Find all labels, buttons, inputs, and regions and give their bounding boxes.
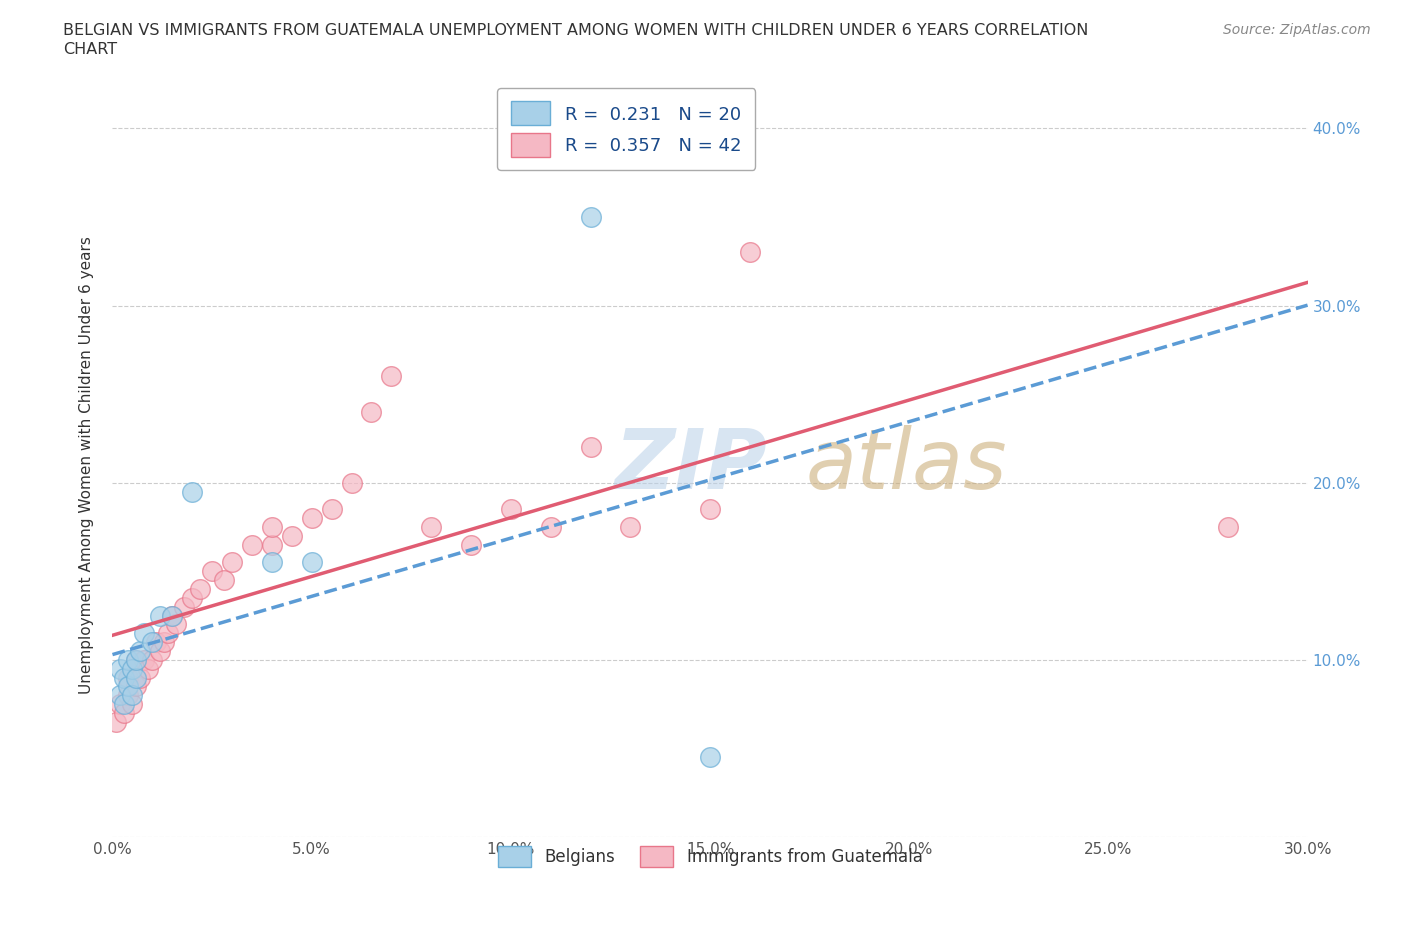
Point <box>141 653 163 668</box>
Point <box>117 688 139 703</box>
Point <box>114 697 135 711</box>
Point <box>499 502 522 517</box>
Point <box>110 697 132 711</box>
Point <box>117 671 139 685</box>
Point <box>134 626 156 641</box>
Point <box>125 671 148 685</box>
Point <box>121 688 143 703</box>
Point <box>110 661 132 676</box>
Point <box>699 502 721 517</box>
Point <box>114 706 135 721</box>
Point <box>260 520 283 535</box>
Point <box>240 538 263 552</box>
Point <box>129 671 152 685</box>
Point <box>579 209 602 224</box>
Point <box>145 634 167 649</box>
Text: atlas: atlas <box>806 424 1007 506</box>
Point <box>138 661 160 676</box>
Point <box>460 538 482 552</box>
Point <box>201 564 224 578</box>
Text: ZIP: ZIP <box>614 424 768 506</box>
Point <box>301 555 323 570</box>
Point <box>340 475 363 490</box>
Point <box>134 653 156 668</box>
Point <box>117 679 139 694</box>
Point <box>212 573 235 588</box>
Text: CHART: CHART <box>63 42 117 57</box>
Point <box>619 520 641 535</box>
Point <box>380 369 402 384</box>
Point <box>110 688 132 703</box>
Point <box>188 581 211 596</box>
Point <box>181 485 204 499</box>
Point <box>321 502 343 517</box>
Point <box>117 653 139 668</box>
Point <box>157 626 180 641</box>
Point <box>149 608 172 623</box>
Text: Source: ZipAtlas.com: Source: ZipAtlas.com <box>1223 23 1371 37</box>
Point <box>301 511 323 525</box>
Point <box>165 617 187 631</box>
Point <box>125 653 148 668</box>
Point <box>121 661 143 676</box>
Point <box>281 528 304 543</box>
Point <box>114 671 135 685</box>
Point <box>181 591 204 605</box>
Point <box>153 634 176 649</box>
Point <box>260 555 283 570</box>
Point <box>221 555 243 570</box>
Point <box>129 644 152 658</box>
Point <box>125 653 148 668</box>
Point <box>125 679 148 694</box>
Point <box>579 440 602 455</box>
Point <box>105 714 128 729</box>
Point <box>141 634 163 649</box>
Text: BELGIAN VS IMMIGRANTS FROM GUATEMALA UNEMPLOYMENT AMONG WOMEN WITH CHILDREN UNDE: BELGIAN VS IMMIGRANTS FROM GUATEMALA UNE… <box>63 23 1088 38</box>
Point <box>121 697 143 711</box>
Point <box>260 538 283 552</box>
Point <box>699 750 721 764</box>
Legend: Belgians, Immigrants from Guatemala: Belgians, Immigrants from Guatemala <box>491 840 929 873</box>
Point <box>162 608 183 623</box>
Point <box>420 520 443 535</box>
Point <box>360 405 382 419</box>
Point <box>1216 520 1239 535</box>
Point <box>162 608 183 623</box>
Y-axis label: Unemployment Among Women with Children Under 6 years: Unemployment Among Women with Children U… <box>79 236 94 694</box>
Point <box>173 599 195 614</box>
Point <box>149 644 172 658</box>
Point <box>540 520 562 535</box>
Point <box>738 245 761 259</box>
